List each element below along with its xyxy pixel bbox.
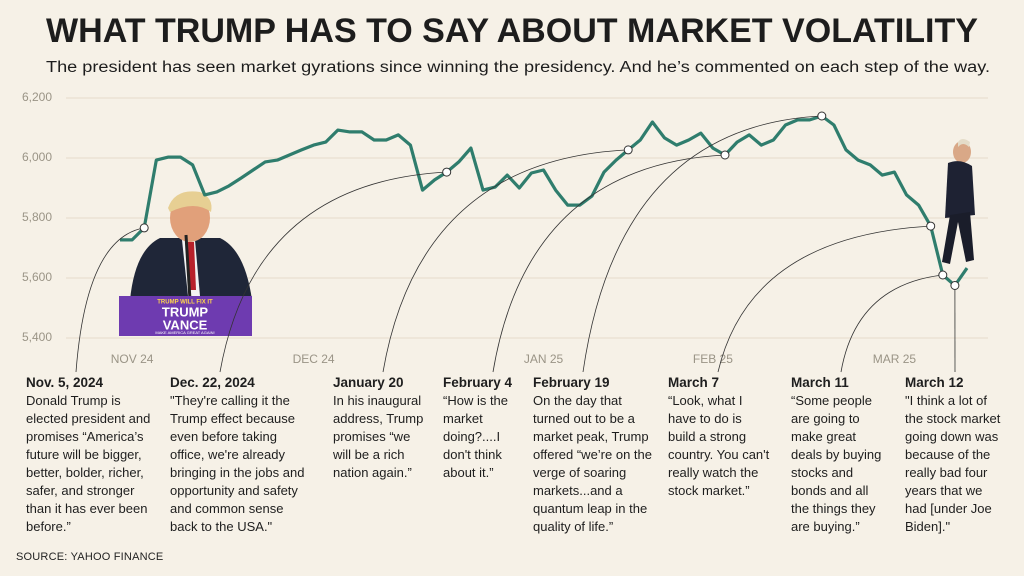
annotation-date: February 4 (443, 375, 513, 390)
chart-subtitle: The president has seen market gyrations … (46, 59, 990, 76)
annotation-marker (950, 281, 960, 290)
annotation-text: "I think a lot of the stock market going… (905, 393, 1001, 534)
annotation: January 20 In his inaugural address, Trum… (333, 374, 431, 482)
annotation: March 7 “Look, what I have to do is build… (668, 374, 770, 500)
annotation-marker (817, 111, 827, 121)
x-tick-label: DEC 24 (293, 352, 335, 366)
connector (717, 225, 931, 373)
annotation-date: January 20 (333, 375, 404, 390)
annotation-date: Dec. 22, 2024 (170, 375, 255, 390)
sign-text: MAKE AMERICA GREAT AGAIN! (155, 330, 214, 335)
sign-text: TRUMP WILL FIX IT (157, 300, 213, 306)
annotation: Nov. 5, 2024 Donald Trump is elected pres… (26, 374, 154, 536)
line (120, 114, 969, 288)
connector (840, 274, 943, 373)
annotation: February 19 On the day that turned out to… (533, 374, 653, 536)
y-tick-label: 6,000 (22, 150, 52, 164)
x-tick-label: NOV 24 (111, 352, 154, 366)
annotation: March 11 “Some people are going to make g… (791, 374, 887, 536)
x-tick-label: JAN 25 (524, 352, 564, 366)
x-tick-label: FEB 25 (693, 352, 733, 366)
annotation-date: February 19 (533, 375, 610, 390)
annotation-marker (926, 221, 936, 231)
y-tick-label: 6,200 (22, 90, 52, 104)
annotation-text: Donald Trump is elected president and pr… (26, 393, 151, 534)
annotation: March 12 "I think a lot of the stock mark… (905, 374, 1003, 536)
annotation-text: In his inaugural address, Trump promises… (333, 393, 424, 480)
annotation-text: On the day that turned out to be a marke… (533, 393, 652, 534)
y-tick-label: 5,400 (22, 330, 52, 344)
annotation-text: “Look, what I have to do is build a stro… (668, 393, 770, 498)
y-tick-label: 5,800 (22, 210, 52, 224)
connector (219, 171, 447, 373)
annotation: February 4 “How is the market doing?....I… (443, 374, 523, 482)
annotation-text: “Some people are going to make great dea… (791, 393, 882, 534)
connector (492, 154, 726, 373)
annotation-date: March 7 (668, 375, 720, 390)
annotation-marker (938, 270, 948, 280)
photo-speaker: TRUMP WILL FIX IT TRUMP VANCE MAKE AMERI… (119, 191, 252, 336)
annotation-marker (720, 150, 730, 160)
connector (75, 227, 145, 373)
source: SOURCE: YAHOO FINANCE (16, 551, 164, 563)
annotation-date: Nov. 5, 2024 (26, 375, 104, 390)
annotation-marker (442, 167, 452, 177)
y-tick-label: 5,600 (22, 270, 52, 284)
annotation: Dec. 22, 2024 "They're calling it the Tru… (170, 374, 310, 536)
connector (382, 149, 629, 373)
annotation-date: March 11 (791, 375, 849, 390)
sign-text: TRUMP (162, 304, 209, 319)
x-tick-label: MAR 25 (873, 352, 917, 366)
annotation-marker (139, 223, 149, 233)
connector (582, 115, 822, 373)
annotation-text: “How is the market doing?....I don't thi… (443, 393, 509, 480)
annotation-marker (623, 145, 633, 155)
chart-title: WHAT TRUMP HAS TO SAY ABOUT MARKET VOLAT… (46, 12, 978, 50)
photo-walking (942, 139, 975, 264)
grid: 5,400 5,600 5,800 6,000 6,200 (22, 90, 988, 344)
annotation-date: March 12 (905, 375, 964, 390)
sign-text: VANCE (163, 317, 208, 332)
annotation-text: "They're calling it the Trump effect bec… (170, 393, 305, 534)
